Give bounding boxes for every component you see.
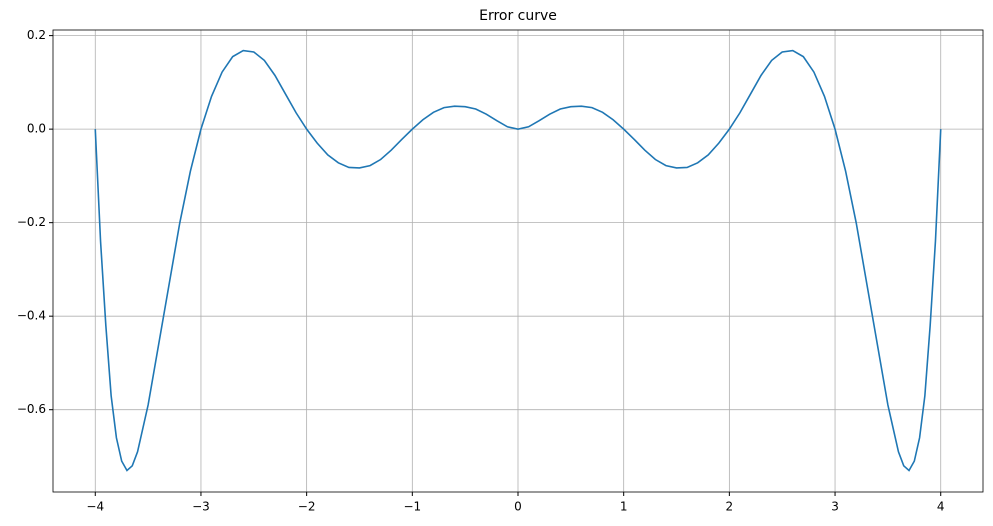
plot-frame [52,29,984,493]
x-tick-label: −1 [403,500,421,514]
x-tick-label: −4 [86,500,104,514]
data-line [94,49,942,472]
y-tick-label: −0.4 [17,309,46,323]
chart-title: Error curve [479,8,557,24]
x-tick-label: 3 [831,500,839,514]
y-tick-label: 0.2 [27,28,46,42]
x-tick-label: 1 [620,500,628,514]
x-tick-label: 2 [726,500,734,514]
x-tick-label: 4 [937,500,945,514]
y-tick-label: −0.6 [17,402,46,416]
x-tick-label: −2 [298,500,316,514]
x-tick-label: 0 [514,500,522,514]
y-tick-label: −0.2 [17,215,46,229]
x-tick-label: −3 [192,500,210,514]
y-tick-label: 0.0 [27,122,46,136]
